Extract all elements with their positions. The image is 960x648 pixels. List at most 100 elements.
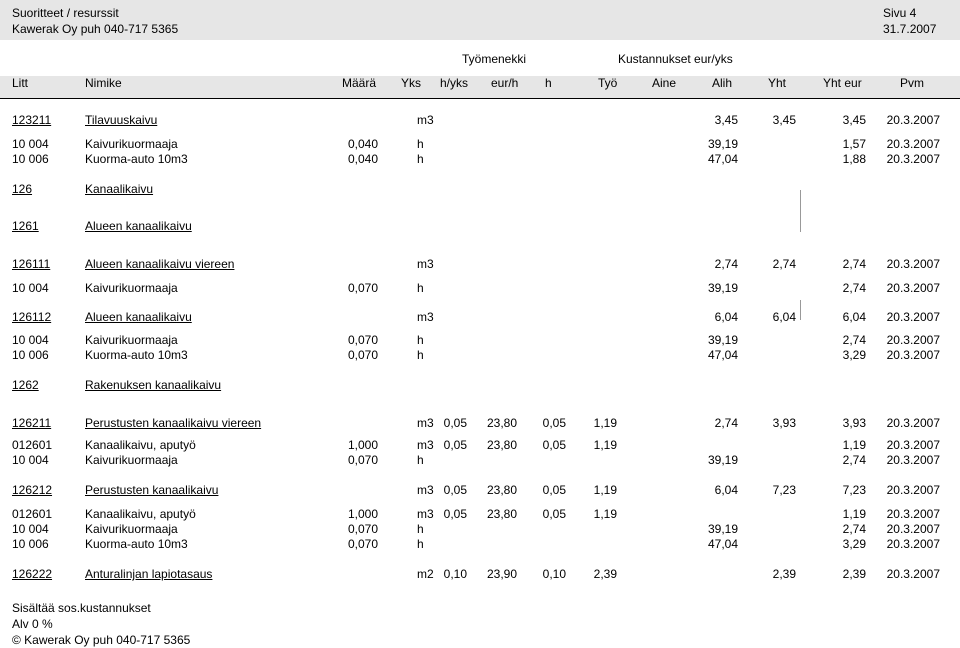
cell-tyo: 1,19 [593,483,617,497]
cell-alih: 39,19 [707,333,738,347]
cell-maara: 0,070 [347,537,378,551]
cell-alih: 47,04 [707,348,738,362]
cell-pvm: 20.3.2007 [886,507,940,521]
group-labour: Työmenekki [462,52,527,66]
cell-yks: m2 [417,567,434,581]
table-row: 10 004 Kaivurikuormaaja 0,070 h 39,19 2,74 20.… [0,522,960,538]
cell-tyo: 1,19 [593,416,617,430]
report-header: Suoritteet / resurssit Kawerak Oy puh 04… [0,0,960,40]
column-separator [800,300,801,320]
cell-nimike: Kuorma-auto 10m3 [85,348,188,362]
cell-yks: h [417,348,424,362]
cell-pvm: 20.3.2007 [886,522,940,536]
cell-maara: 1,000 [347,507,378,521]
column-header-nimike: Nimike [85,76,122,90]
cell-yht: 2,74 [772,257,796,271]
cell-litt: 126211 [12,416,52,430]
cell-pvm: 20.3.2007 [886,333,940,347]
cell-ytheur: 1,88 [842,152,866,166]
column-header-maara: Määrä [341,76,376,90]
cell-hyks: 0,05 [443,416,467,430]
column-separator [800,190,801,232]
cell-hyks: 0,05 [443,438,467,452]
page-number: Sivu 4 [883,6,917,20]
cell-litt: 10 004 [12,137,49,151]
column-header-row: Litt Nimike Määrä Yks h/yks eur/h h Työ Aine Alih… [0,76,960,98]
cell-pvm: 20.3.2007 [886,113,940,127]
cell-alih: 39,19 [707,522,738,536]
cell-alih: 39,19 [707,281,738,295]
footer-vat: Alv 0 % [12,617,53,631]
cell-yks: m3 [417,507,434,521]
table-row: 10 004 Kaivurikuormaaja 0,040 h 39,19 1,57 20.… [0,137,960,153]
cell-nimike: Alueen kanaalikaivu [85,310,192,324]
cell-litt: 126111 [12,257,51,271]
cell-ytheur: 3,93 [842,416,866,430]
cell-nimike: Kaivurikuormaaja [85,137,178,151]
cell-pvm: 20.3.2007 [886,310,940,324]
cell-ytheur: 3,29 [842,537,866,551]
footer-copyright: © Kawerak Oy puh 040-717 5365 [12,633,191,647]
cell-pvm: 20.3.2007 [886,537,940,551]
cell-litt: 126222 [12,567,53,581]
cell-ytheur: 2,74 [842,281,866,295]
report-date: 31.7.2007 [883,22,937,36]
cell-yks: h [417,522,424,536]
cell-yht: 3,93 [772,416,796,430]
cell-h: 0,05 [542,438,566,452]
cell-nimike: Anturalinjan lapiotasaus [85,567,213,581]
cell-nimike: Perustusten kanaalikaivu [85,483,219,497]
cell-h: 0,10 [542,567,566,581]
column-header-alih: Alih [712,76,733,90]
cell-alih: 2,74 [714,416,738,430]
cell-nimike: Alueen kanaalikaivu viereen [85,257,235,271]
cell-yht: 7,23 [772,483,796,497]
cell-nimike: Alueen kanaalikaivu [85,219,192,233]
cell-yht: 2,39 [772,567,796,581]
cell-ytheur: 2,39 [842,567,866,581]
cell-tyo: 1,19 [593,438,617,452]
cell-ytheur: 6,04 [842,310,866,324]
report-title: Suoritteet / resurssit [12,6,119,20]
cell-nimike: Perustusten kanaalikaivu viereen [85,416,262,430]
cell-litt: 10 004 [12,281,49,295]
cell-nimike: Tilavuuskaivu [85,113,158,127]
column-header-yks: Yks [401,76,422,90]
cell-nimike: Kuorma-auto 10m3 [85,537,188,551]
cell-pvm: 20.3.2007 [886,137,940,151]
cell-litt: 012601 [12,438,53,452]
cell-alih: 47,04 [707,152,738,166]
cell-yht: 3,45 [772,113,796,127]
cell-pvm: 20.3.2007 [886,453,940,467]
table-row: 10 004 Kaivurikuormaaja 0,070 h 39,19 2,74 20.… [0,453,960,469]
cell-ytheur: 2,74 [842,257,866,271]
column-groups: Työmenekki Kustannukset eur/yks [0,50,960,98]
cell-alih: 6,04 [714,483,738,497]
cell-h: 0,05 [542,416,566,430]
cell-ytheur: 2,74 [842,453,866,467]
cell-maara: 0,070 [347,281,378,295]
cell-pvm: 20.3.2007 [886,567,940,581]
cell-maara: 0,070 [347,522,378,536]
column-header-ytheur: Yht eur [823,76,862,90]
cell-litt: 1261 [12,219,39,233]
cell-eurh: 23,80 [486,416,517,430]
cell-litt: 10 006 [12,537,49,551]
cell-yks: h [417,537,424,551]
cell-pvm: 20.3.2007 [886,152,940,166]
cell-alih: 47,04 [707,537,738,551]
cell-litt: 123211 [12,113,52,127]
cell-yht: 6,04 [772,310,796,324]
cell-eurh: 23,80 [486,438,517,452]
column-header-hyks: h/yks [440,76,469,90]
cell-litt: 10 006 [12,348,49,362]
table-row: 126211 Perustusten kanaalikaivu viereen m3… [0,416,960,432]
cell-eurh: 23,80 [486,507,517,521]
cell-litt: 1262 [12,378,39,392]
cell-ytheur: 7,23 [842,483,866,497]
cell-litt: 126212 [12,483,53,497]
cell-pvm: 20.3.2007 [886,348,940,362]
cell-tyo: 1,19 [593,507,617,521]
cell-maara: 0,040 [347,137,378,151]
cell-maara: 0,040 [347,152,378,166]
